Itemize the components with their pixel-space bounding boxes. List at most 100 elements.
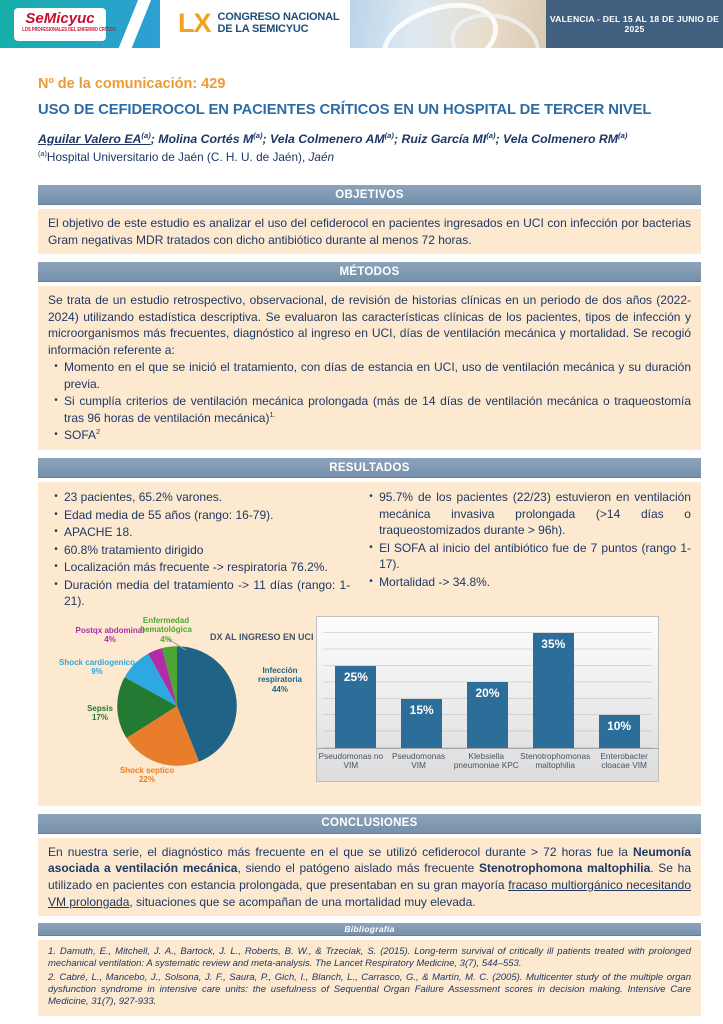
bar-value-label: 10% (607, 719, 632, 734)
author-name: Molina Cortés M(a) (158, 131, 263, 147)
resultado-left-bullet-text: Edad media de 55 años (rango: 16-79). (64, 507, 274, 522)
section-header-metodos: MÉTODOS (38, 262, 701, 283)
metodos-bullet-2: • SOFA2 (48, 427, 691, 444)
resultado-right-bullet-1: • El SOFA al inicio del antibiótico fue d… (363, 540, 691, 573)
metodos-bullet-text: SOFA2 (64, 427, 101, 443)
metodos-body: Se trata de un estudio retrospectivo, ob… (38, 286, 701, 451)
bullet-icon: • (54, 526, 58, 538)
pie-label-pct: 22% (138, 775, 155, 785)
author-superscript: (a) (618, 131, 628, 140)
conclusion-segment: En nuestra serie, el diagnóstico más fre… (48, 844, 633, 859)
pie-svg (117, 646, 237, 766)
bullet-icon: • (54, 543, 58, 555)
congress-name: CONGRESO NACIONAL DE LA SEMICYUC (218, 11, 340, 36)
bullet-icon: • (54, 578, 58, 590)
metodos-bullets: • Momento en el que se inició el tratamie… (48, 359, 691, 444)
resultado-right-bullet-text: Mortalidad -> 34.8%. (379, 574, 491, 589)
pie-label-1: Shock septico 22% (104, 766, 190, 785)
resultado-right-bullet-text: El SOFA al inicio del antibiótico fue de… (379, 540, 691, 572)
superscript: 1. (269, 409, 276, 419)
conclusiones-body: En nuestra serie, el diagnóstico más fre… (38, 837, 701, 917)
resultado-left-bullet-0: • 23 pacientes, 65.2% varones. (48, 489, 350, 506)
pie-label-pct: 4% (160, 635, 172, 645)
bullet-icon: • (54, 395, 58, 407)
pie-slice-4 (148, 647, 177, 706)
bullet-icon: • (369, 575, 373, 587)
affiliation-superscript: (a) (38, 149, 47, 159)
author-superscript: (a) (486, 131, 496, 140)
pie-label-0: Infección respiratoria 44% (244, 666, 316, 695)
bar-chart: 25% 15% 20% 35% 10% Pseudomonas no VIM Pseudo… (316, 615, 659, 782)
resultado-left-bullet-3: • 60.8% tratamiento dirigido (48, 542, 350, 559)
pie-label-4: Postqx abdominal 4% (62, 626, 158, 645)
author-name: Vela Colmenero AM(a) (270, 131, 394, 147)
pie-label-name: Shock cardiogenico (58, 657, 136, 667)
conclusion-segment: , situaciones que se acompañan de una mo… (129, 894, 476, 909)
bar-category-label: Enterobacter cloacae VIM (600, 750, 648, 771)
author-separator: ; (393, 132, 402, 147)
communication-number: Nº de la comunicación: 429 (38, 76, 226, 92)
bullet-icon: • (54, 429, 58, 441)
congress-header: SeMicyuc LOS PROFESIONALES DEL ENFERMO C… (0, 0, 723, 54)
bar-categories: Pseudomonas no VIM Pseudomonas VIM Klebsie… (317, 747, 658, 781)
congress-name-line2: DE LA SEMICYUC (217, 23, 309, 35)
bar-1: 15% (401, 698, 443, 748)
congress-numeral: LX (178, 8, 212, 38)
resultados-columns: • 23 pacientes, 65.2% varones. • Edad media… (48, 488, 691, 610)
bar-4: 10% (598, 715, 640, 748)
bar-plot: 25% 15% 20% 35% 10% (323, 616, 652, 748)
author-name: Aguilar Valero EA(a) (38, 131, 151, 147)
valencia-photo (350, 0, 546, 48)
metodos-intro: Se trata de un estudio retrospectivo, ob… (48, 293, 691, 357)
conclusion-segment: . Se ha utilizado en pacientes con estan… (48, 861, 691, 892)
conclusiones-text: En nuestra serie, el diagnóstico más fre… (48, 845, 691, 909)
metodos-bullet-0: • Momento en el que se inició el tratamie… (48, 359, 691, 392)
semicyuc-logo-text: SeMicyuc (25, 10, 95, 27)
metodos-bullet-text: Momento en el que se inició el tratamien… (64, 360, 691, 391)
section-header-bibliografia: Bibliografía (38, 923, 701, 937)
bar-column-0: 25% (335, 665, 377, 748)
bar-value-label: 20% (475, 686, 500, 701)
author-separator: ; (150, 132, 159, 147)
resultado-right-bullet-0: • 95.7% de los pacientes (22/23) estuvier… (363, 489, 691, 539)
author-superscript: (a) (384, 131, 394, 140)
resultado-left-bullet-5: • Duración media del tratamiento -> 11 dí… (48, 577, 350, 610)
poster-content: Nº de la comunicación: 429 USO DE CEFIDE… (38, 48, 701, 1024)
author-name: Vela Colmenero RM(a) (503, 131, 628, 147)
resultados-body: • 23 pacientes, 65.2% varones. • Edad media… (38, 482, 701, 806)
bar-column-3: 35% (532, 633, 574, 748)
author-superscript: (a) (253, 131, 263, 140)
superscript: 2 (96, 427, 101, 437)
resultado-left-bullet-text: APACHE 18. (64, 525, 133, 540)
bar-category-label: Stenotrophomonas maltophilia (520, 750, 591, 771)
bar-value-label: 25% (343, 669, 368, 684)
affiliation-city: Jaén (308, 150, 335, 165)
resultado-left-bullet-2: • APACHE 18. (48, 524, 350, 541)
bar-value-label: 35% (541, 637, 566, 652)
metodos-bullet-1: • Si cumplía criterios de ventilación mec… (48, 393, 691, 426)
venue-date-banner: VALENCIA - DEL 15 AL 18 DE JUNIO DE 2025 (546, 0, 723, 48)
bullet-icon: • (369, 491, 373, 503)
bullet-icon: • (54, 491, 58, 503)
pie-slice-1 (126, 705, 200, 766)
pie-slice-5 (162, 646, 177, 706)
resultados-left-bullets: • 23 pacientes, 65.2% varones. • Edad media… (48, 488, 350, 610)
bar-2: 20% (466, 682, 508, 748)
conclusion-segment: , siendo el patógeno aislado más frecuen… (237, 861, 479, 876)
pie-slice-3 (124, 653, 177, 706)
bullet-icon: • (54, 361, 58, 373)
pie-label-name: Enfermedad hematológica (140, 615, 192, 635)
pie-label-name: Sepsis (87, 703, 113, 713)
pie-chart-title: DX AL INGRESO EN UCI (210, 631, 314, 642)
bullet-icon: • (54, 561, 58, 573)
author-separator: ; (495, 132, 504, 147)
resultados-figures: DX AL INGRESO EN UCI 25% 15% 20% 35% 10% Pse… (48, 614, 691, 800)
bar-category-label: Pseudomonas VIM (392, 750, 446, 771)
pie-label-2: Sepsis 17% (72, 704, 128, 723)
resultado-left-bullet-text: Localización más frecuente -> respirator… (64, 560, 328, 575)
bar-column-4: 10% (598, 715, 640, 748)
poster-title: USO DE CEFIDEROCOL EN PACIENTES CRÍTICOS… (38, 102, 652, 118)
section-header-objetivos: OBJETIVOS (38, 185, 701, 206)
semicyuc-logo-tagline: LOS PROFESIONALES DEL ENFERMO CRÍTICO (22, 27, 116, 33)
